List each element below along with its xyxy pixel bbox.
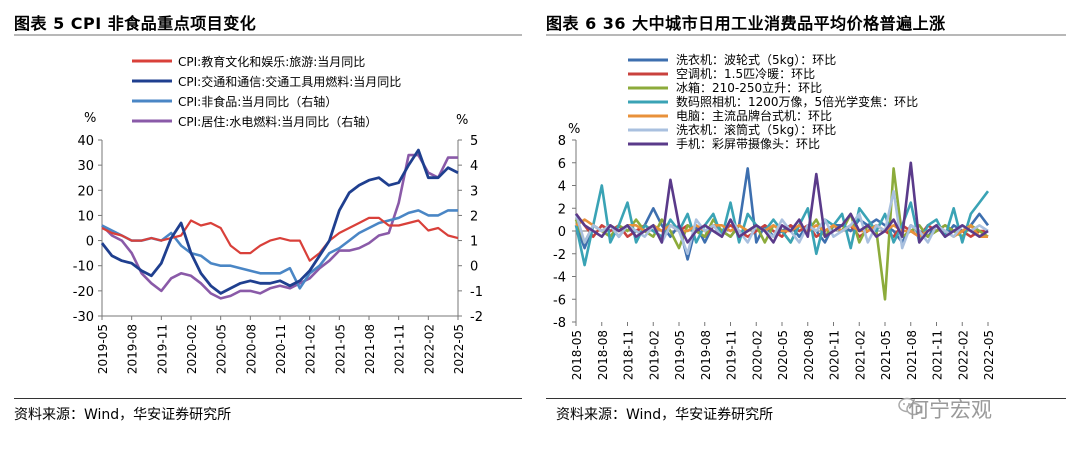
right-title-rule	[546, 34, 1066, 36]
series-line-2	[100, 148, 459, 295]
right-source-note: 资料来源：Wind，华安证券研究所	[556, 407, 774, 423]
x-tick-label: 2018-11	[622, 330, 636, 380]
x-tick-label: 2018-05	[570, 330, 584, 380]
y-tick-label-right: -2	[470, 310, 483, 325]
legend-label-4: CPI:居住:水电燃料:当月同比（右轴）	[178, 114, 377, 129]
y-tick-label: -6	[553, 293, 566, 308]
series-line-4	[101, 153, 458, 300]
watermark-text: 何宁宏观	[908, 398, 992, 422]
y-tick-label-left: 40	[77, 134, 94, 149]
legend-label-3: CPI:非食品:当月同比（右轴）	[178, 94, 337, 109]
left-chart-title: 图表 5 CPI 非食品重点项目变化	[14, 14, 257, 33]
x-tick-label: 2021-11	[393, 324, 407, 374]
y-axis-unit-left: %	[84, 111, 96, 126]
x-tick-label: 2019-08	[699, 330, 713, 380]
right-chart-title: 图表 6 36 大中城市日用工业消费品平均价格普遍上涨	[546, 14, 946, 33]
y-tick-label: -4	[553, 271, 566, 286]
legend-label-3: 冰箱：210-250立升：环比	[676, 80, 822, 95]
legend-label-7: 手机：彩屏带摄像头：环比	[676, 136, 820, 151]
right-source-rule	[546, 398, 1066, 399]
x-tick-label: 2020-11	[274, 324, 288, 374]
wechat-icon	[898, 397, 922, 416]
y-tick-label: -2	[553, 248, 566, 263]
y-tick-label-left: 10	[77, 209, 94, 224]
x-tick-label: 2020-11	[828, 330, 842, 380]
y-axis-unit: %	[568, 122, 580, 137]
y-tick-label: 4	[558, 180, 566, 195]
left-source-note: 资料来源：Wind，华安证券研究所	[14, 407, 232, 423]
x-tick-label: 2019-11	[155, 324, 169, 374]
y-tick-label-right: 2	[470, 209, 478, 224]
y-tick-label-right: 5	[470, 134, 478, 149]
x-tick-label: 2021-08	[363, 324, 377, 374]
legend-label-1: CPI:教育文化和娱乐:旅游:当月同比	[178, 54, 365, 69]
x-tick-label: 2019-11	[725, 330, 739, 380]
legend-label-2: 空调机：1.5匹冷暖：环比	[676, 67, 815, 81]
x-tick-label: 2020-02	[185, 324, 199, 374]
y-axis-unit-right: %	[456, 113, 468, 128]
y-tick-label-left: -30	[73, 310, 94, 325]
legend-label-1: 洗衣机：波轮式（5kg）：环比	[676, 52, 836, 67]
y-tick-label-left: -10	[73, 260, 94, 275]
x-tick-label: 2019-02	[647, 330, 661, 380]
x-tick-label: 2019-05	[673, 330, 687, 380]
x-tick-label: 2020-02	[750, 330, 764, 380]
x-tick-label: 2020-05	[215, 324, 229, 374]
x-tick-label: 2021-08	[905, 330, 919, 380]
legend-label-4: 数码照相机：1200万像，5倍光学变焦：环比	[676, 94, 918, 109]
x-tick-label: 2021-05	[879, 330, 893, 380]
y-tick-label-left: 20	[77, 184, 94, 199]
y-tick-label: 6	[558, 157, 566, 172]
x-tick-label: 2018-08	[596, 330, 610, 380]
y-tick-label: 0	[558, 225, 566, 240]
legend-label-2: CPI:交通和通信:交通工具用燃料:当月同比	[178, 74, 401, 89]
x-tick-label: 2021-02	[853, 330, 867, 380]
x-tick-label: 2019-05	[96, 324, 110, 374]
y-tick-label: -8	[553, 316, 566, 331]
y-tick-label: 8	[558, 134, 566, 149]
series-line-1	[574, 167, 990, 261]
y-tick-label-left: 0	[86, 235, 94, 250]
x-tick-label: 2022-05	[982, 330, 996, 380]
x-tick-label: 2022-02	[956, 330, 970, 380]
x-tick-label: 2020-05	[776, 330, 790, 380]
y-tick-label-right: 0	[470, 260, 478, 275]
y-tick-label-right: 1	[470, 235, 478, 250]
y-tick-label-left: 30	[77, 159, 94, 174]
y-tick-label-right: -1	[470, 285, 483, 300]
left-title-rule	[14, 34, 522, 36]
x-tick-label: 2021-05	[333, 324, 347, 374]
y-tick-label-right: 3	[470, 184, 478, 199]
legend-label-5: 电脑：主流品牌台式机：环比	[676, 108, 832, 123]
y-tick-label: 2	[558, 202, 566, 217]
x-tick-label: 2020-08	[802, 330, 816, 380]
series-line-1	[101, 216, 459, 262]
x-tick-label: 2019-08	[126, 324, 140, 374]
left-source-rule	[14, 398, 522, 399]
x-tick-label: 2020-08	[244, 324, 258, 374]
x-tick-label: 2022-02	[422, 324, 436, 374]
x-tick-label: 2022-05	[452, 324, 466, 374]
legend-label-6: 洗衣机：滚筒式（5kg）：环比	[676, 122, 836, 137]
y-tick-label-right: 4	[470, 159, 478, 174]
y-tick-label-left: -20	[73, 285, 94, 300]
series-line-7	[574, 161, 989, 244]
x-tick-label: 2021-02	[304, 324, 318, 374]
x-tick-label: 2021-11	[931, 330, 945, 380]
